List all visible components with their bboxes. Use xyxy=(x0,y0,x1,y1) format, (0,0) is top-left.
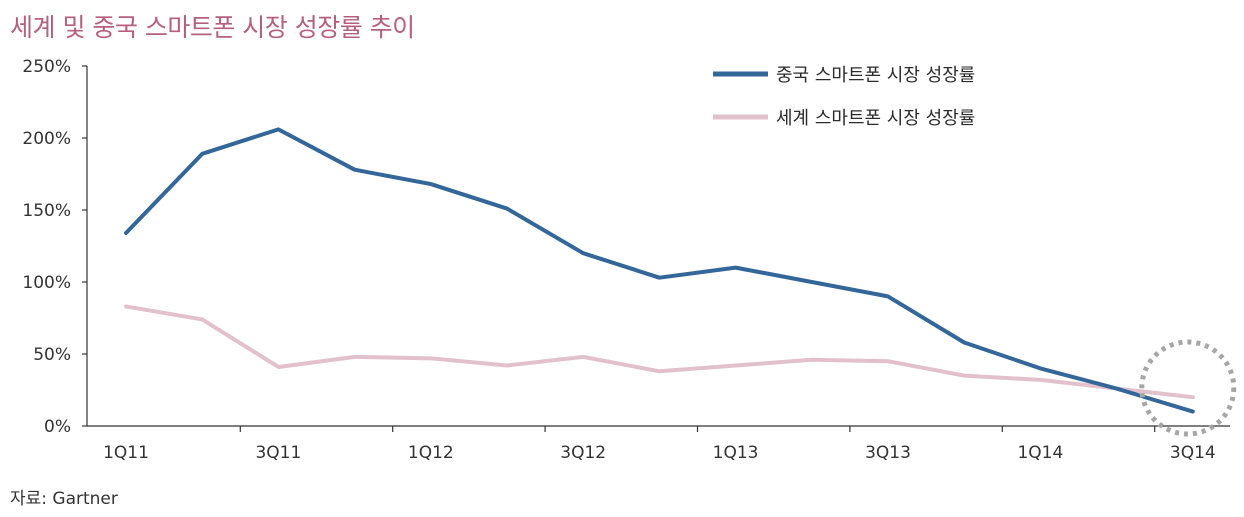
x-tick-label: 3Q11 xyxy=(255,443,301,463)
x-tick-label: 3Q13 xyxy=(865,443,911,463)
annotation-dotted-circle xyxy=(1139,339,1237,437)
x-tick-label: 3Q14 xyxy=(1170,443,1216,463)
series-line-china xyxy=(124,127,1195,414)
y-tick-label: 0% xyxy=(44,417,71,437)
x-tick-label: 3Q12 xyxy=(560,443,606,463)
source-note: 자료: Gartner xyxy=(10,489,118,509)
y-tick-label: 150% xyxy=(22,201,71,221)
x-tick-label: 1Q11 xyxy=(103,443,149,463)
y-tick-label: 200% xyxy=(22,129,71,149)
chart-axes: 0% 50% 100% 150% 200% 250% 1Q11 3Q11 1Q12 3Q12 1Q1… xyxy=(22,57,1230,463)
x-tick-label: 1Q13 xyxy=(713,443,759,463)
legend-label: 세계 스마트폰 시장 성장률 xyxy=(776,108,975,129)
x-tick-label: 1Q14 xyxy=(1017,443,1063,463)
legend-label: 중국 스마트폰 시장 성장률 xyxy=(776,65,975,86)
annotations xyxy=(1139,339,1237,437)
y-tick-label: 250% xyxy=(22,57,71,77)
series-line-world xyxy=(124,304,1195,400)
series-lines xyxy=(124,127,1195,414)
x-tick-label: 1Q12 xyxy=(408,443,454,463)
chart-title: 세계 및 중국 스마트폰 시장 성장률 추이 xyxy=(10,13,415,42)
y-tick-label: 50% xyxy=(33,345,71,365)
y-tick-label: 100% xyxy=(22,273,71,293)
